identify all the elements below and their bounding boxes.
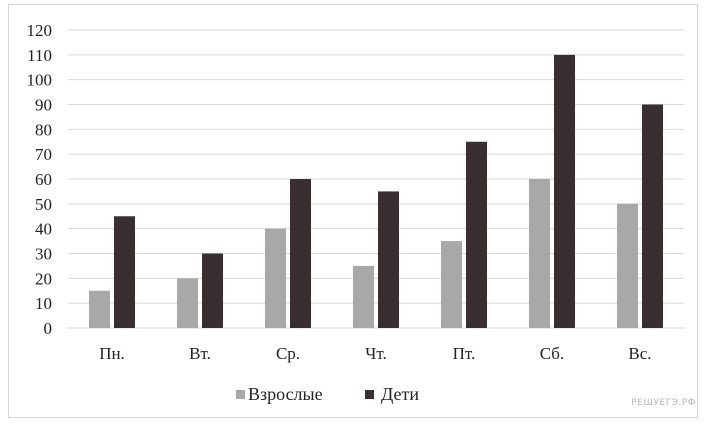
y-tick-label: 80 [35,120,52,139]
y-tick-label: 0 [44,319,53,338]
y-tick-label: 20 [35,269,52,288]
x-tick-label: Вт. [189,344,211,363]
bar-adults [177,278,198,328]
y-axis-ticks: 0 10 20 30 40 50 60 70 80 90 100 110 120 [27,21,53,338]
x-tick-label: Пт. [453,344,476,363]
y-tick-label: 40 [35,220,52,239]
bar-adults [617,203,638,328]
y-tick-label: 70 [35,145,52,164]
y-tick-label: 110 [27,46,52,65]
y-tick-label: 30 [35,245,52,264]
bar-children [114,216,135,328]
bar-children [466,141,487,328]
legend: Взрослые Дети [236,384,419,404]
x-tick-label: Вс. [628,344,651,363]
watermark: РЕШУЕГЭ.РФ [631,398,696,408]
legend-swatch [365,390,374,399]
y-tick-label: 90 [35,96,52,115]
bar-adults [265,228,286,328]
bar-children [378,191,399,328]
bar-children [642,104,663,328]
gridlines [68,29,684,329]
x-axis-ticks: Пн. Вт. Ср. Чт. Пт. Сб. Вс. [99,344,651,363]
y-tick-label: 60 [35,170,52,189]
bars [89,54,663,328]
y-tick-label: 120 [27,21,53,40]
y-tick-label: 50 [35,195,52,214]
bar-children [202,253,223,328]
y-tick-label: 100 [27,71,53,90]
legend-swatch [236,390,245,399]
x-tick-label: Чт. [365,344,386,363]
bar-children [554,54,575,328]
bar-adults [529,179,550,328]
legend-label: Дети [381,384,419,404]
x-tick-label: Пн. [99,344,125,363]
bar-adults [441,241,462,328]
x-tick-label: Сб. [540,344,564,363]
bar-adults [89,290,110,328]
legend-label: Взрослые [248,384,323,404]
chart-frame [8,4,698,418]
x-tick-label: Ср. [276,344,300,363]
bar-adults [353,265,374,328]
bar-children [290,179,311,328]
y-tick-label: 10 [35,294,52,313]
